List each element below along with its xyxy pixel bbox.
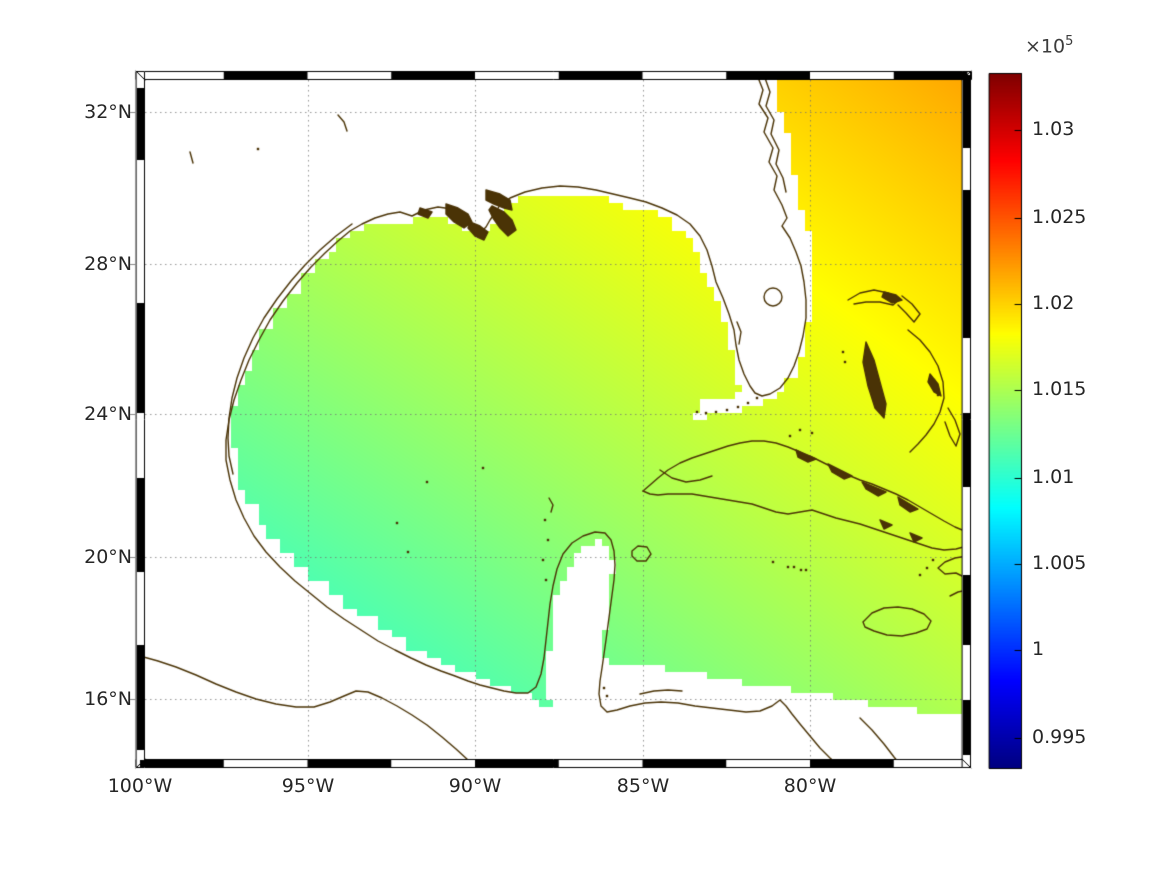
colorbar-tick-label: 0.995 [1032, 726, 1087, 748]
colorbar-tick-label: 1.015 [1032, 378, 1087, 400]
lat-tick-label: 20°N [84, 546, 132, 568]
lon-tick-label: 80°W [783, 775, 837, 797]
colorbar-exponent-sup: 5 [1065, 34, 1074, 49]
lon-tick-label: 85°W [616, 775, 670, 797]
colorbar-exponent: ×105 [1025, 34, 1073, 57]
colorbar-tick-label: 1.02 [1032, 292, 1075, 314]
colorbar-tick-label: 1 [1032, 638, 1045, 660]
lat-tick-label: 32°N [84, 101, 132, 123]
lon-tick-label: 90°W [448, 775, 502, 797]
colorbar-tick-label: 1.01 [1032, 466, 1075, 488]
lat-tick-label: 24°N [84, 403, 132, 425]
lon-tick-label: 100°W [107, 775, 173, 797]
colorbar-tick-label: 1.025 [1032, 206, 1087, 228]
colorbar-exponent-prefix: ×10 [1025, 35, 1066, 58]
lat-tick-label: 16°N [84, 688, 132, 710]
lat-tick-label: 28°N [84, 253, 132, 275]
lon-tick-label: 95°W [281, 775, 335, 797]
colorbar-tick-label: 1.005 [1032, 552, 1087, 574]
colorbar-tick-label: 1.03 [1032, 118, 1075, 140]
